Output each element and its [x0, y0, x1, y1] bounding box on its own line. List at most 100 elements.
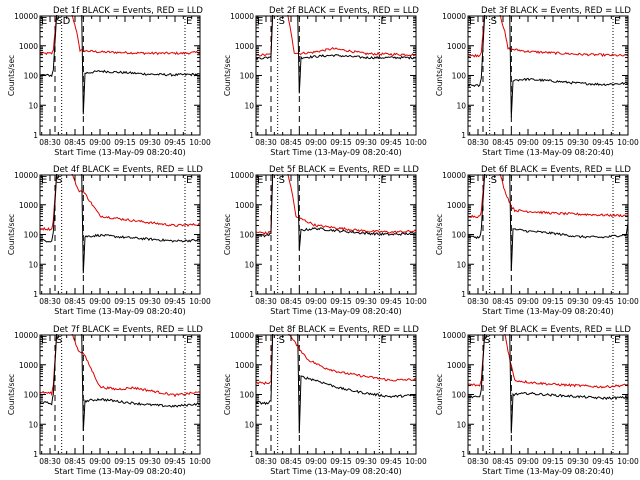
event-marker-label: E: [186, 175, 192, 186]
event-marker-label: S: [56, 16, 62, 27]
events-series-line: [468, 334, 628, 434]
plot-frame: [467, 174, 629, 295]
x-tick-label: 08:30: [467, 297, 489, 306]
event-marker-label: E: [41, 16, 47, 27]
y-axis-label: Counts/sec: [223, 374, 232, 415]
y-tick-label: 1000: [447, 201, 466, 210]
x-tick-label: 09:15: [330, 457, 352, 466]
x-tick-label: 09:45: [380, 457, 402, 466]
y-tick-label: 10000: [442, 171, 466, 180]
event-marker-label: E: [469, 16, 475, 27]
events-series-line: [256, 15, 416, 94]
event-marker-label: E: [257, 16, 263, 27]
x-tick-label: 09:00: [89, 138, 111, 147]
x-tick-label: 08:30: [39, 457, 61, 466]
x-tick-label: 09:15: [330, 138, 352, 147]
events-series-line: [256, 334, 416, 434]
y-tick-label: 1: [249, 290, 254, 299]
event-marker-label: S: [484, 335, 490, 346]
y-tick-label: 10000: [14, 171, 38, 180]
event-marker-label: S: [279, 16, 285, 27]
panel-title: Det 8f BLACK = Events, RED = LLD: [269, 325, 419, 335]
x-tick-label: 08:30: [255, 457, 277, 466]
plot-frame: [39, 174, 201, 295]
y-tick-label: 100: [24, 231, 39, 240]
y-tick-label: 1000: [19, 361, 38, 370]
x-tick-label: 09:30: [355, 457, 377, 466]
x-tick-label: 09:00: [89, 457, 111, 466]
panel-title: Det 1f BLACK = Events, RED = LLD: [53, 6, 203, 16]
y-tick-label: 10000: [230, 12, 254, 21]
events-series-line: [40, 334, 200, 431]
x-tick-label: 09:30: [355, 297, 377, 306]
panel-title: Det 4f BLACK = Events, RED = LLD: [53, 165, 203, 175]
x-tick-label: 09:45: [380, 138, 402, 147]
x-tick-label: 09:30: [355, 138, 377, 147]
x-tick-label: 09:30: [567, 138, 589, 147]
y-tick-label: 1: [461, 131, 466, 140]
x-tick-label: 10:00: [405, 138, 427, 147]
x-tick-label: 09:45: [164, 297, 186, 306]
x-tick-label: 09:00: [305, 457, 327, 466]
lld-series-line: [256, 15, 416, 57]
x-tick-label: 08:30: [39, 297, 61, 306]
y-tick-label: 10000: [14, 12, 38, 21]
x-axis-label: Start Time (13-May-09 08:20:40): [482, 307, 613, 316]
x-tick-label: 10:00: [189, 297, 211, 306]
y-tick-label: 10000: [442, 331, 466, 340]
y-tick-label: 1000: [19, 201, 38, 210]
x-tick-label: 08:30: [467, 138, 489, 147]
x-tick-label: 09:15: [542, 297, 564, 306]
x-tick-label: 09:30: [567, 297, 589, 306]
lld-series-line: [40, 15, 200, 56]
x-tick-label: 10:00: [617, 457, 639, 466]
y-tick-label: 1: [33, 131, 38, 140]
y-tick-label: 10: [244, 260, 254, 269]
y-tick-label: 1000: [235, 42, 254, 51]
event-marker-label: S: [279, 335, 285, 346]
x-axis-label: Start Time (13-May-09 08:20:40): [482, 467, 613, 476]
events-series-line: [40, 174, 200, 274]
y-tick-label: 10: [28, 420, 38, 429]
x-tick-label: 08:45: [492, 138, 514, 147]
event-marker-label: E: [469, 175, 475, 186]
x-tick-label: 09:15: [114, 297, 136, 306]
lld-series-line: [256, 174, 416, 235]
x-tick-label: 10:00: [189, 138, 211, 147]
y-tick-label: 1: [461, 450, 466, 459]
event-marker-label: D: [63, 16, 71, 27]
y-axis-label: Counts/sec: [435, 374, 444, 415]
x-tick-label: 08:45: [492, 457, 514, 466]
x-axis-label: Start Time (13-May-09 08:20:40): [482, 148, 613, 157]
x-axis-label: Start Time (13-May-09 08:20:40): [54, 307, 185, 316]
plot-frame: [255, 15, 417, 136]
x-tick-label: 09:15: [542, 138, 564, 147]
y-tick-label: 10000: [442, 12, 466, 21]
x-tick-label: 09:15: [114, 457, 136, 466]
y-tick-label: 100: [452, 72, 467, 81]
event-marker-label: S: [56, 175, 62, 186]
y-tick-label: 10: [244, 101, 254, 110]
x-tick-label: 10:00: [617, 297, 639, 306]
y-tick-label: 100: [24, 72, 39, 81]
x-tick-label: 09:15: [114, 138, 136, 147]
lld-series-line: [40, 334, 200, 398]
events-series-line: [40, 15, 200, 115]
y-axis-label: Counts/sec: [223, 55, 232, 96]
x-tick-label: 09:00: [517, 457, 539, 466]
y-tick-label: 100: [24, 391, 39, 400]
y-tick-label: 1000: [447, 361, 466, 370]
x-tick-label: 08:45: [64, 297, 86, 306]
event-marker-label: E: [257, 335, 263, 346]
x-tick-label: 09:30: [139, 457, 161, 466]
y-axis-label: Counts/sec: [435, 214, 444, 255]
y-tick-label: 10000: [230, 171, 254, 180]
lld-series-line: [468, 334, 628, 389]
y-tick-label: 100: [452, 231, 467, 240]
x-tick-label: 08:30: [255, 297, 277, 306]
y-axis-label: Counts/sec: [7, 55, 16, 96]
y-tick-label: 1000: [235, 201, 254, 210]
x-tick-label: 10:00: [405, 457, 427, 466]
event-marker-label: E: [380, 175, 386, 186]
